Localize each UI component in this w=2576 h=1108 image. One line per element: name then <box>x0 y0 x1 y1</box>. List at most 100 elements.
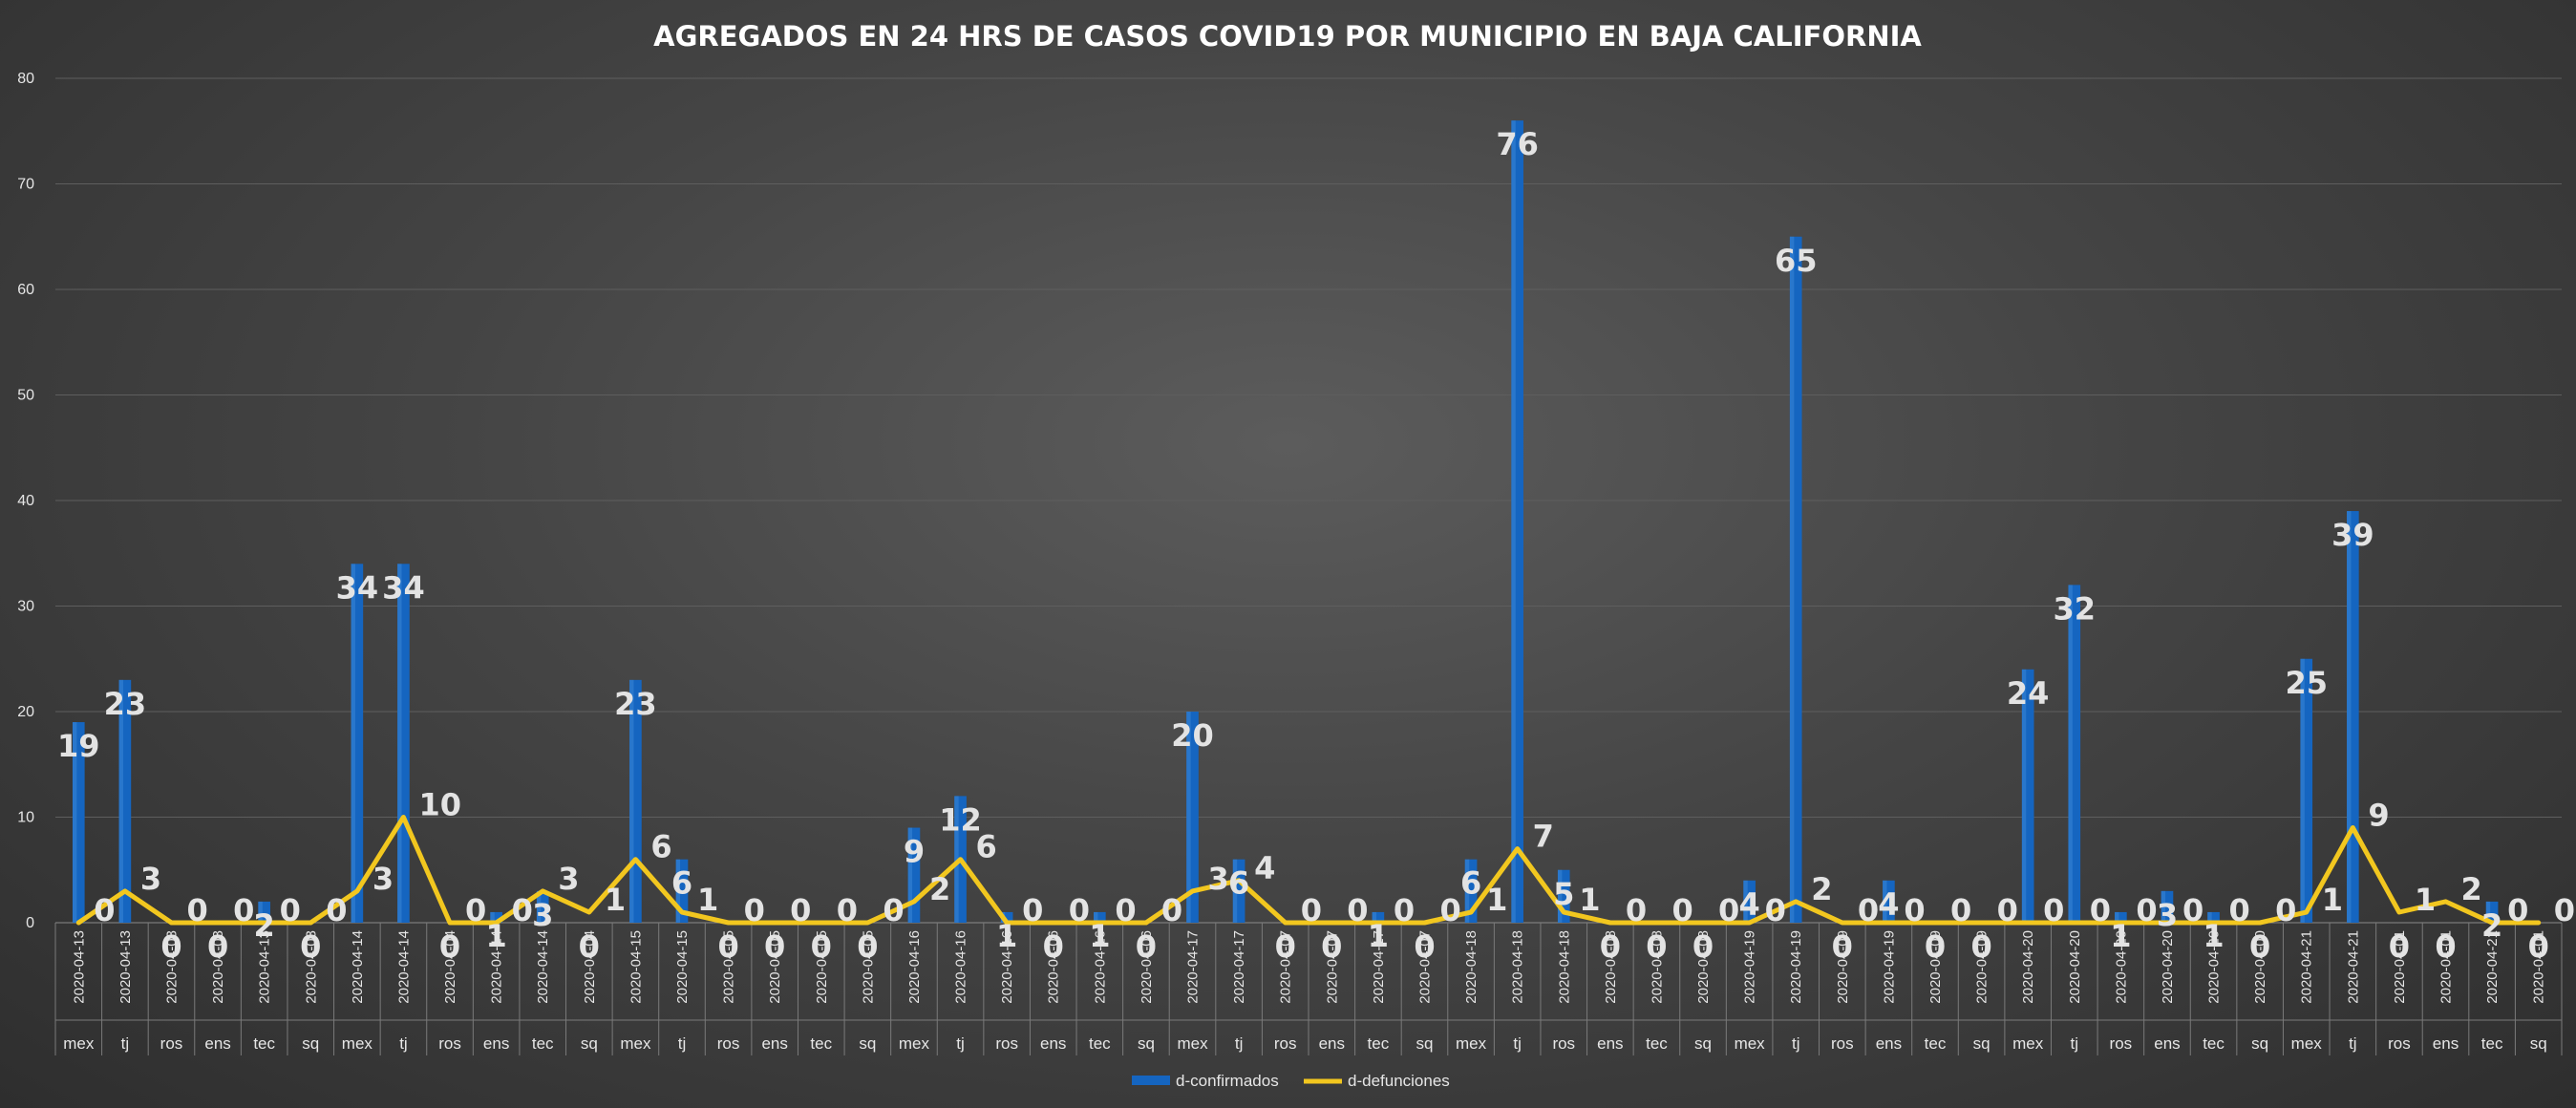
x-date-label: 2020-04-01 <box>2392 930 2408 1004</box>
x-date-label: 2020-04-07 <box>1324 930 1340 1004</box>
bar-highlight <box>351 564 355 923</box>
x-date-label: 2020-04-08 <box>1603 930 1619 1004</box>
x-municipio-label: ros <box>995 1034 1018 1053</box>
bar-data-label: 0 <box>1646 928 1667 965</box>
line-data-label: 0 <box>326 892 347 928</box>
line-data-label: 0 <box>1394 892 1415 928</box>
x-date-label: 2020-04-00 <box>2252 930 2268 1004</box>
line-data-label: 0 <box>2090 892 2111 928</box>
line-data-label: 0 <box>744 892 765 928</box>
x-municipio-label: mex <box>2012 1034 2044 1053</box>
x-municipio-label: tec <box>253 1034 275 1053</box>
x-municipio-label: tec <box>2203 1034 2225 1053</box>
legend-swatch-confirmados <box>1132 1076 1170 1085</box>
line-data-label: 0 <box>280 892 301 928</box>
x-municipio-label: ros <box>2110 1034 2133 1053</box>
y-axis: 0 10 20 30 40 50 60 70 80 <box>17 71 34 931</box>
x-date-label: 2020-04-16 <box>999 930 1015 1004</box>
x-municipio-label: mex <box>342 1034 373 1053</box>
x-municipio-label: tj <box>956 1034 965 1053</box>
bar-highlight <box>2115 911 2119 923</box>
bar-confirmados <box>1372 911 1385 923</box>
y-tick-label: 80 <box>17 71 34 87</box>
bar-data-label: 19 <box>57 728 100 764</box>
line-data-label: 7 <box>1533 819 1554 855</box>
x-date-label: 2020-04-19 <box>1881 930 1897 1004</box>
bar-data-label: 1 <box>996 918 1017 954</box>
line-data-label: 1 <box>1579 882 1600 918</box>
line-data-label: 2 <box>1811 871 1832 907</box>
bar-data-label: 0 <box>1136 928 1157 965</box>
x-date-label: 2020-04-08 <box>1649 930 1665 1004</box>
bar-data-label: 24 <box>2007 675 2050 712</box>
bar-highlight <box>1186 712 1191 923</box>
line-data-label: 3 <box>373 861 394 897</box>
bar-highlight <box>2068 585 2073 923</box>
bar-data-label: 0 <box>1970 928 1991 965</box>
x-date-label: 2020-04-08 <box>1695 930 1712 1004</box>
line-data-label: 0 <box>233 892 254 928</box>
x-date-label: 2020-04-03 <box>303 930 319 1004</box>
bar-highlight <box>118 679 123 923</box>
bar-data-label: 2 <box>254 907 275 944</box>
line-data-label: 9 <box>2368 798 2389 834</box>
bar-data-label: 12 <box>939 801 982 838</box>
line-data-label: 0 <box>790 892 811 928</box>
x-municipio-label: tj <box>1792 1034 1800 1053</box>
x-date-label: 2020-04-06 <box>1139 930 1155 1004</box>
bar-highlight <box>397 564 402 923</box>
x-municipio-label: ens <box>761 1034 787 1053</box>
y-tick-label: 10 <box>17 810 34 826</box>
line-data-label: 0 <box>465 892 486 928</box>
x-date-label: 2020-04-13 <box>117 930 134 1004</box>
bar-highlight <box>675 859 681 923</box>
x-municipio-label: ens <box>1040 1034 1066 1053</box>
x-date-label: 2020-04-20 <box>2160 930 2176 1004</box>
line-data-label: 1 <box>697 882 718 918</box>
x-municipio-label: mex <box>63 1034 95 1053</box>
bar-data-label: 0 <box>1414 928 1435 965</box>
x-municipio-label: tec <box>810 1034 832 1053</box>
line-data-label: 2 <box>2461 871 2482 907</box>
x-date-label: 2020-04-19 <box>1788 930 1804 1004</box>
x-date-label: 2020-04-14 <box>535 930 551 1004</box>
bar-data-label: 6 <box>1228 865 1249 902</box>
line-data-label: 1 <box>1486 882 1507 918</box>
line-data-label: 0 <box>1904 892 1925 928</box>
line-data-label: 0 <box>2554 892 2575 928</box>
x-municipio-label: tec <box>1646 1034 1668 1053</box>
x-municipio-label: mex <box>620 1034 651 1053</box>
x-municipio-label: tj <box>121 1034 130 1053</box>
bar-data-label: 3 <box>2157 897 2178 933</box>
x-date-label: 2020-04-04 <box>442 930 458 1004</box>
x-municipio-label: sq <box>859 1034 876 1053</box>
bar-data-label: 0 <box>207 928 228 965</box>
bar-data-label: 1 <box>2110 918 2131 954</box>
x-municipio-label: ens <box>1597 1034 1623 1053</box>
bar-highlight <box>490 911 495 923</box>
x-date-label: 2020-04-20 <box>2020 930 2036 1004</box>
line-data-label: 0 <box>2182 892 2203 928</box>
bar-data-label: 0 <box>1275 928 1296 965</box>
line-data-label: 0 <box>1718 892 1739 928</box>
bar-confirmados <box>490 911 502 923</box>
bar-confirmados <box>1000 911 1013 923</box>
y-tick-label: 20 <box>17 704 34 720</box>
bar-data-label: 0 <box>811 928 832 965</box>
bar-data-label: 0 <box>2528 928 2549 965</box>
bar-data-label: 1 <box>485 918 506 954</box>
line-data-label: 0 <box>1626 892 1647 928</box>
bar-data-label: 0 <box>2389 928 2410 965</box>
y-tick-label: 70 <box>17 177 34 193</box>
line-data-label: 0 <box>1301 892 1322 928</box>
line-data-label: 1 <box>2322 882 2343 918</box>
x-municipio-label: sq <box>1138 1034 1155 1053</box>
bar-highlight <box>1094 911 1098 923</box>
x-municipio-label: sq <box>1416 1034 1433 1053</box>
line-data-label: 0 <box>1439 892 1460 928</box>
x-date-label: 2020-04-06 <box>1046 930 1062 1004</box>
bar-highlight <box>1511 120 1516 923</box>
x-date-label: 2020-04-09 <box>1927 930 1944 1004</box>
bar-highlight <box>1789 236 1795 923</box>
